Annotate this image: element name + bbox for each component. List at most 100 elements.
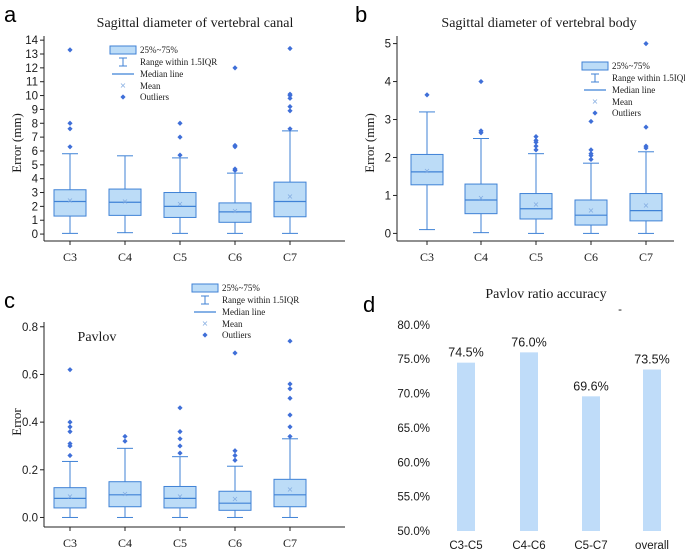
chart-b-xtick-label: C3 — [420, 250, 434, 264]
chart-c-outlier — [122, 433, 128, 440]
chart-d-bar-2 — [582, 396, 600, 531]
chart-c-outlier — [287, 433, 293, 440]
chart-c-outlier — [177, 436, 183, 442]
chart-c-title: Pavlov — [78, 330, 117, 345]
chart-b-outlier — [588, 118, 594, 125]
chart-b-mean: × — [533, 200, 540, 209]
chart-b-outlier — [643, 143, 649, 149]
chart-b-legend-range-label: Range within 1.5IQR — [612, 73, 685, 83]
chart-c-xtick-label: C6 — [228, 536, 242, 550]
chart-c-outlier — [232, 350, 238, 356]
chart-a-box — [163, 192, 197, 218]
chart-b-mean: × — [478, 193, 485, 202]
chart-b-legend-median-label: Median line — [612, 85, 655, 95]
chart-c-outlier — [67, 440, 73, 447]
chart-c-mean: × — [177, 492, 184, 501]
chart-d-bar-0 — [457, 362, 475, 531]
chart-a-legend-range-label: Range within 1.5IQR — [140, 57, 217, 67]
chart-b-mean: × — [643, 201, 650, 210]
chart-c-mean: × — [232, 494, 239, 503]
chart-a-outlier — [287, 126, 293, 132]
chart-c-outlier — [287, 424, 293, 430]
chart-b-legend-mean-swatch: × — [592, 97, 599, 106]
chart-c-legend-mean-label: Mean — [222, 319, 243, 329]
chart-a-xtick-label: C6 — [228, 250, 242, 264]
chart-a-mean: × — [287, 192, 294, 201]
chart-d-ytick-label: 50.0% — [397, 526, 430, 538]
chart-c-legend-mean-swatch: × — [202, 319, 209, 328]
chart-d-ytick-label: 65.0% — [397, 423, 430, 435]
chart-a-box — [218, 202, 252, 223]
chart-c-box — [218, 490, 252, 511]
chart-c-box — [273, 478, 307, 508]
chart-a-legend-mean-swatch: × — [120, 81, 127, 90]
chart-a-ytick-label: 3 — [32, 188, 38, 200]
panel-letter-c: c — [4, 288, 15, 313]
chart-c-legend-outlier-swatch — [202, 332, 208, 338]
chart-c-mean: × — [287, 485, 294, 494]
chart-a-title: Sagittal diameter of vertebral canal — [97, 16, 294, 31]
chart-c-outlier — [287, 386, 293, 392]
chart-a-outlier — [177, 134, 183, 140]
chart-b-ytick-label: 2 — [385, 152, 391, 164]
chart-a-legend-box-label: 25%~75% — [140, 45, 178, 55]
chart-a-xtick-label: C5 — [173, 250, 187, 264]
chart-b-ytick-label: 0 — [385, 228, 391, 240]
chart-c-xtick-label: C4 — [118, 536, 132, 550]
chart-b-outlier — [478, 128, 484, 134]
chart-b-legend-mean-label: Mean — [612, 97, 633, 107]
chart-a-ytick-label: 6 — [32, 146, 38, 158]
chart-b-xtick-label: C4 — [474, 250, 488, 264]
chart-a-ytick-label: 1 — [32, 215, 38, 227]
chart-a-outlier — [67, 47, 73, 53]
chart-b-ytick-label: 1 — [385, 190, 391, 202]
chart-c-legend-range-label: Range within 1.5IQR — [222, 295, 299, 305]
chart-b-ytick-label: 4 — [385, 77, 392, 89]
chart-a-ylabel: Error (mm) — [9, 113, 24, 173]
chart-b-outlier — [533, 134, 539, 140]
chart-d-ytick-label: 55.0% — [397, 492, 430, 504]
chart-c-outlier — [67, 367, 73, 373]
chart-c-legend-outliers-label: Outliers — [222, 330, 251, 340]
chart-d-bar-1 — [520, 352, 538, 531]
chart-b-ytick-label: 5 — [385, 39, 391, 51]
chart-b-legend-outliers-label: Outliers — [612, 108, 641, 118]
chart-c-outlier — [287, 412, 293, 418]
chart-b-outlier — [533, 147, 539, 153]
chart-c-outlier — [287, 395, 293, 401]
chart-c-outlier — [67, 419, 73, 425]
chart-c-ytick-label: 0.4 — [22, 417, 39, 429]
chart-a-mean: × — [177, 200, 184, 209]
chart-a-ytick-label: 12 — [25, 63, 38, 75]
chart-b-xtick-label: C6 — [584, 250, 598, 264]
chart-c-box — [163, 485, 197, 509]
chart-b-legend-box-swatch — [581, 61, 609, 71]
chart-b: Sagittal diameter of vertebral body Erro… — [362, 16, 685, 264]
chart-c-legend: 25%~75% Range within 1.5IQR Median line × Me… — [191, 283, 299, 340]
chart-a-ytick-label: 2 — [32, 201, 38, 213]
chart-a-mean: × — [232, 207, 239, 216]
chart-c-outlier — [287, 381, 293, 387]
chart-a-outlier — [177, 152, 183, 158]
chart-a-xtick-label: C3 — [63, 250, 77, 264]
chart-c-outlier — [67, 424, 73, 430]
chart-a-legend-box-swatch — [109, 45, 137, 55]
chart-d-ytick-label: 60.0% — [397, 457, 430, 469]
chart-c-xtick-label: C7 — [283, 536, 297, 550]
chart-c-ylabel: Error — [9, 408, 24, 436]
chart-a-legend-outliers-label: Outliers — [140, 92, 169, 102]
chart-a-outlier — [232, 65, 238, 71]
chart-a-outlier — [177, 120, 183, 126]
chart-a-outlier — [67, 126, 73, 132]
chart-c-ytick-label: 0.0 — [22, 512, 38, 524]
chart-a-outlier — [67, 144, 73, 150]
chart-d-ytick-label: 75.0% — [397, 354, 430, 366]
chart-a-outlier — [287, 95, 293, 101]
chart-b-outlier — [588, 156, 594, 162]
chart-c-legend-median-label: Median line — [222, 307, 265, 317]
chart-c-mean: × — [67, 492, 74, 501]
chart-b-outlier — [643, 124, 649, 130]
chart-b-outlier — [533, 137, 539, 143]
chart-c-outlier — [122, 438, 128, 444]
chart-c-xtick-label: C5 — [173, 536, 187, 550]
